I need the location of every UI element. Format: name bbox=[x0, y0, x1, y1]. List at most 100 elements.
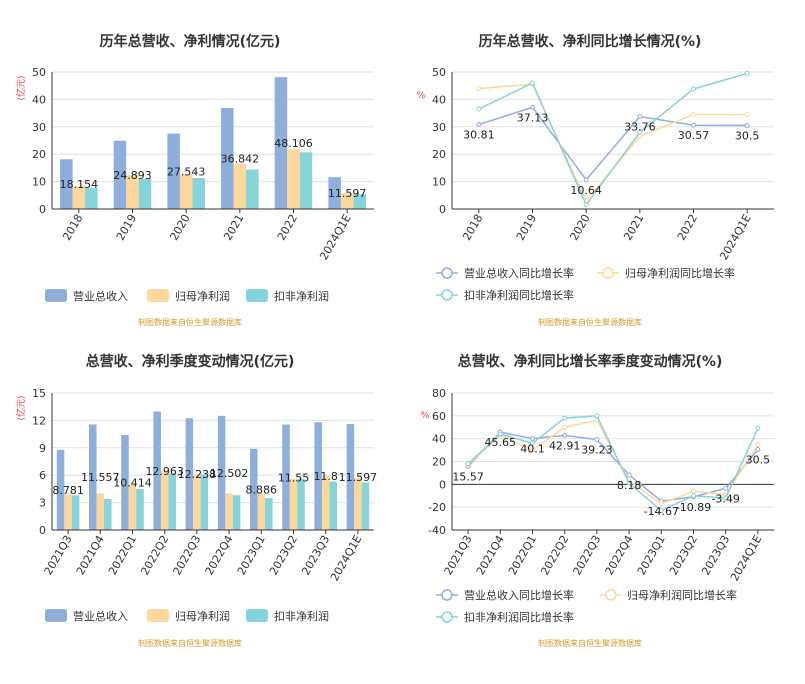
series-line bbox=[478, 72, 748, 207]
point bbox=[562, 415, 568, 421]
bar bbox=[153, 411, 161, 530]
y-tick-label: -20 bbox=[428, 501, 446, 514]
bar bbox=[250, 448, 258, 530]
point bbox=[744, 122, 750, 128]
data-label: 39.23 bbox=[581, 444, 613, 457]
x-tick-label: 2023Q1 bbox=[235, 533, 268, 577]
legend: 营业总收入 归母净利润 扣非净利润 bbox=[45, 289, 329, 303]
x-tick-label: 2018 bbox=[460, 212, 485, 243]
x-tick-label: 2021 bbox=[221, 212, 246, 243]
x-tick-label: 2021Q4 bbox=[74, 533, 107, 577]
point bbox=[562, 424, 568, 430]
panel-quarterly-revenue-profit: 总营收、净利季度变动情况(亿元) (亿元) 036912158.78111.55… bbox=[15, 353, 377, 648]
x-tick-label: 2021Q4 bbox=[474, 533, 507, 577]
legend-swatch-revenue bbox=[45, 289, 67, 302]
point bbox=[530, 80, 535, 86]
legend-label-parent-profit[interactable]: 归母净利润 bbox=[175, 609, 230, 623]
point bbox=[691, 122, 696, 128]
data-label: 11.8 bbox=[313, 470, 338, 483]
legend-swatch-nonrecurring-profit bbox=[246, 289, 268, 302]
chart-title: 历年总营收、净利同比增长情况(%) bbox=[479, 33, 702, 50]
bar bbox=[233, 163, 247, 209]
legend-label-parent-growth[interactable]: 归母净利润同比增长率 bbox=[627, 588, 737, 602]
point bbox=[583, 202, 589, 208]
plot-area: 0 3 6 9 12 15 8.78111.55710.41412.96312.23812.… bbox=[32, 387, 377, 583]
bar bbox=[246, 169, 259, 209]
legend-label-nonrecurring-profit[interactable]: 扣非净利润 bbox=[274, 289, 329, 303]
bar bbox=[287, 149, 300, 209]
bar bbox=[60, 159, 73, 209]
bar bbox=[225, 493, 233, 530]
data-label: 33.76 bbox=[624, 120, 656, 133]
x-tick-label: 2020 bbox=[568, 212, 593, 243]
bar bbox=[126, 175, 139, 209]
bar bbox=[314, 422, 322, 530]
point bbox=[691, 488, 696, 494]
point bbox=[658, 508, 664, 514]
x-tick-label: 2023Q2 bbox=[267, 533, 300, 577]
bar bbox=[299, 152, 313, 209]
bar bbox=[354, 477, 362, 530]
legend-label-parent-growth[interactable]: 归母净利润同比增长率 bbox=[625, 266, 735, 280]
bar bbox=[72, 186, 86, 209]
data-label: 10.414 bbox=[113, 476, 152, 489]
data-label: 12.238 bbox=[178, 468, 217, 481]
y-tick-label: 80 bbox=[432, 387, 446, 400]
x-tick-label: 2022Q1 bbox=[506, 533, 539, 577]
bar bbox=[361, 482, 370, 530]
bar bbox=[193, 474, 201, 530]
legend-label-parent-profit[interactable]: 归母净利润 bbox=[175, 289, 230, 303]
y-tick-label: 40 bbox=[32, 93, 46, 106]
bar bbox=[257, 493, 266, 530]
point bbox=[744, 70, 750, 76]
bar bbox=[353, 194, 366, 209]
y-tick-label: 6 bbox=[39, 469, 46, 482]
y-tick-label: 50 bbox=[432, 66, 446, 79]
point bbox=[594, 437, 600, 443]
point bbox=[755, 425, 761, 431]
point bbox=[723, 495, 729, 501]
bar bbox=[136, 488, 144, 530]
legend-label-revenue-growth[interactable]: 营业总收入同比增长率 bbox=[464, 588, 574, 602]
point bbox=[476, 85, 482, 91]
point bbox=[530, 447, 535, 453]
x-tick-label: 2024Q1E bbox=[717, 212, 754, 262]
y-tick-label: 9 bbox=[39, 442, 46, 455]
data-label: 11.597 bbox=[328, 187, 367, 200]
point bbox=[465, 461, 471, 467]
data-label: 24.893 bbox=[113, 169, 152, 182]
chart-title: 历年总营收、净利情况(亿元) bbox=[100, 33, 281, 50]
y-tick-label: 10 bbox=[432, 176, 446, 189]
bar bbox=[289, 478, 298, 530]
point bbox=[583, 177, 589, 183]
legend-label-nonrecurring-profit[interactable]: 扣非净利润 bbox=[274, 609, 329, 623]
legend-label-revenue[interactable]: 营业总收入 bbox=[73, 609, 128, 623]
y-tick-label: 3 bbox=[39, 497, 46, 510]
legend-label-nonrecurring-growth[interactable]: 扣非净利润同比增长率 bbox=[464, 288, 574, 302]
bar bbox=[265, 498, 273, 530]
y-tick-label: 50 bbox=[32, 66, 46, 79]
legend-label-nonrecurring-growth[interactable]: 扣非净利润同比增长率 bbox=[464, 610, 574, 624]
bar bbox=[274, 77, 288, 209]
bar bbox=[329, 481, 337, 530]
x-tick-label: 2023Q3 bbox=[299, 533, 332, 577]
y-tick-label: 12 bbox=[32, 414, 46, 427]
point bbox=[530, 104, 535, 110]
point bbox=[637, 129, 643, 135]
series-line bbox=[478, 106, 748, 182]
bar bbox=[160, 470, 169, 530]
legend-label-revenue-growth[interactable]: 营业总收入同比增长率 bbox=[464, 266, 574, 280]
x-tick-label: 2021 bbox=[621, 212, 646, 243]
point bbox=[594, 413, 600, 419]
point bbox=[755, 447, 761, 453]
legend-label-revenue[interactable]: 营业总收入 bbox=[73, 289, 128, 303]
x-tick-label: 2019 bbox=[514, 212, 539, 243]
bar bbox=[64, 493, 72, 530]
x-tick-label: 2024Q1E bbox=[317, 212, 354, 262]
x-tick-label: 2023Q1 bbox=[635, 533, 668, 577]
legend: 营业总收入 归母净利润 扣非净利润 bbox=[45, 609, 329, 623]
y-tick-label: -40 bbox=[428, 524, 446, 537]
plot-area: 0 10 20 30 40 50 30.81 37.13 10.64 33.76 30.57 30.5… bbox=[432, 66, 774, 262]
data-label: 10.64 bbox=[570, 184, 602, 197]
